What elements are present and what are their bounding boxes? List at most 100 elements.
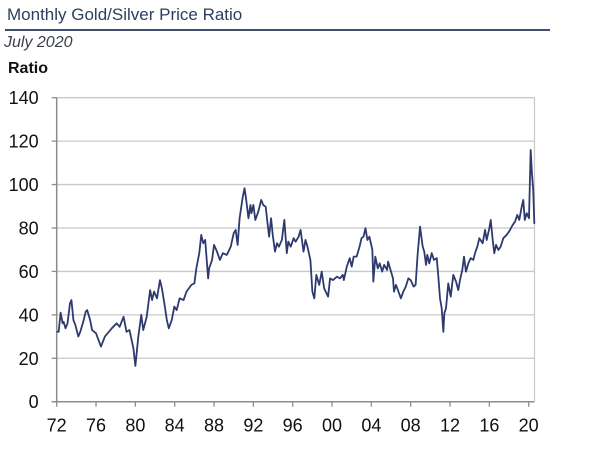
data-point [474, 253, 475, 254]
data-point [506, 234, 507, 235]
data-point [443, 331, 444, 332]
data-point [133, 348, 134, 349]
data-point [346, 266, 347, 267]
data-point [490, 219, 491, 220]
data-point [441, 308, 442, 309]
x-tick-label: 72 [47, 416, 67, 436]
data-point [393, 291, 394, 292]
data-point [351, 266, 352, 267]
plot-right-border [533, 97, 536, 402]
data-point [83, 321, 84, 322]
data-point [495, 244, 496, 245]
data-point [417, 254, 418, 255]
data-point [422, 246, 423, 247]
data-point [455, 281, 456, 282]
data-point [445, 308, 446, 309]
data-point [213, 244, 214, 245]
y-tick-label: 80 [19, 218, 39, 238]
data-point [367, 239, 368, 240]
data-point [307, 246, 308, 247]
data-point [413, 286, 414, 287]
data-point [531, 173, 532, 174]
data-point [526, 213, 527, 214]
data-point [524, 219, 525, 220]
data-point [410, 280, 411, 281]
data-point [284, 219, 285, 220]
data-point [164, 306, 165, 307]
data-point [336, 276, 337, 277]
data-point [183, 299, 184, 300]
data-point [479, 238, 480, 239]
data-point [186, 291, 187, 292]
y-axis: 0 20 40 60 80 100 120 140 [9, 88, 58, 412]
data-point [408, 278, 409, 279]
data-point [339, 278, 340, 279]
series-line-gold-silver-ratio [56, 149, 536, 367]
data-point [530, 149, 531, 150]
title-underline [5, 29, 550, 31]
data-point [342, 274, 343, 275]
data-point [123, 316, 124, 317]
data-point [462, 269, 463, 270]
data-point [405, 286, 406, 287]
data-point [314, 298, 315, 299]
data-point [255, 219, 256, 220]
x-tick-label: 08 [401, 416, 421, 436]
data-point [286, 253, 287, 254]
data-point [500, 246, 501, 247]
x-tick-label: 84 [165, 416, 185, 436]
data-point [191, 284, 192, 285]
data-point [384, 264, 385, 265]
data-point [448, 283, 449, 284]
data-point [211, 259, 212, 260]
data-point [80, 331, 81, 332]
data-point [425, 264, 426, 265]
data-point [265, 206, 266, 207]
gridlines [56, 97, 535, 359]
data-point [104, 336, 105, 337]
y-tick-label: 0 [29, 392, 39, 412]
data-point [196, 268, 197, 269]
data-point [372, 249, 373, 250]
x-tick-label: 20 [519, 416, 539, 436]
data-point [363, 236, 364, 237]
data-point [439, 298, 440, 299]
data-point [209, 268, 210, 269]
data-point [159, 280, 160, 281]
data-point [365, 228, 366, 229]
data-point [533, 189, 534, 190]
x-tick-label: 12 [440, 416, 460, 436]
data-point [415, 284, 416, 285]
data-point [222, 253, 223, 254]
data-point [494, 253, 495, 254]
data-point [100, 346, 101, 347]
data-point [219, 259, 220, 260]
data-point [253, 204, 254, 205]
data-point [450, 296, 451, 297]
data-point [429, 263, 430, 264]
data-point [248, 218, 249, 219]
data-point [293, 238, 294, 239]
data-point [519, 219, 520, 220]
x-tick-label: 16 [479, 416, 499, 436]
x-tick-label: 00 [322, 416, 342, 436]
y-axis-title: Ratio [8, 60, 48, 77]
data-point [514, 221, 515, 222]
x-axis: 72 76 80 84 88 92 96 00 04 08 12 16 20 [47, 400, 539, 436]
data-point [73, 319, 74, 320]
x-tick-label: 76 [86, 416, 106, 436]
data-point [523, 199, 524, 200]
data-point [95, 333, 96, 334]
data-point [87, 309, 88, 310]
data-point [517, 214, 518, 215]
data-point [332, 280, 333, 281]
data-point [486, 239, 487, 240]
data-point [235, 229, 236, 230]
data-point [329, 278, 330, 279]
data-point [534, 223, 535, 224]
data-point [459, 280, 460, 281]
data-point [444, 313, 445, 314]
data-point [69, 303, 70, 304]
y-tick-label: 60 [19, 262, 39, 282]
data-point [65, 328, 66, 329]
